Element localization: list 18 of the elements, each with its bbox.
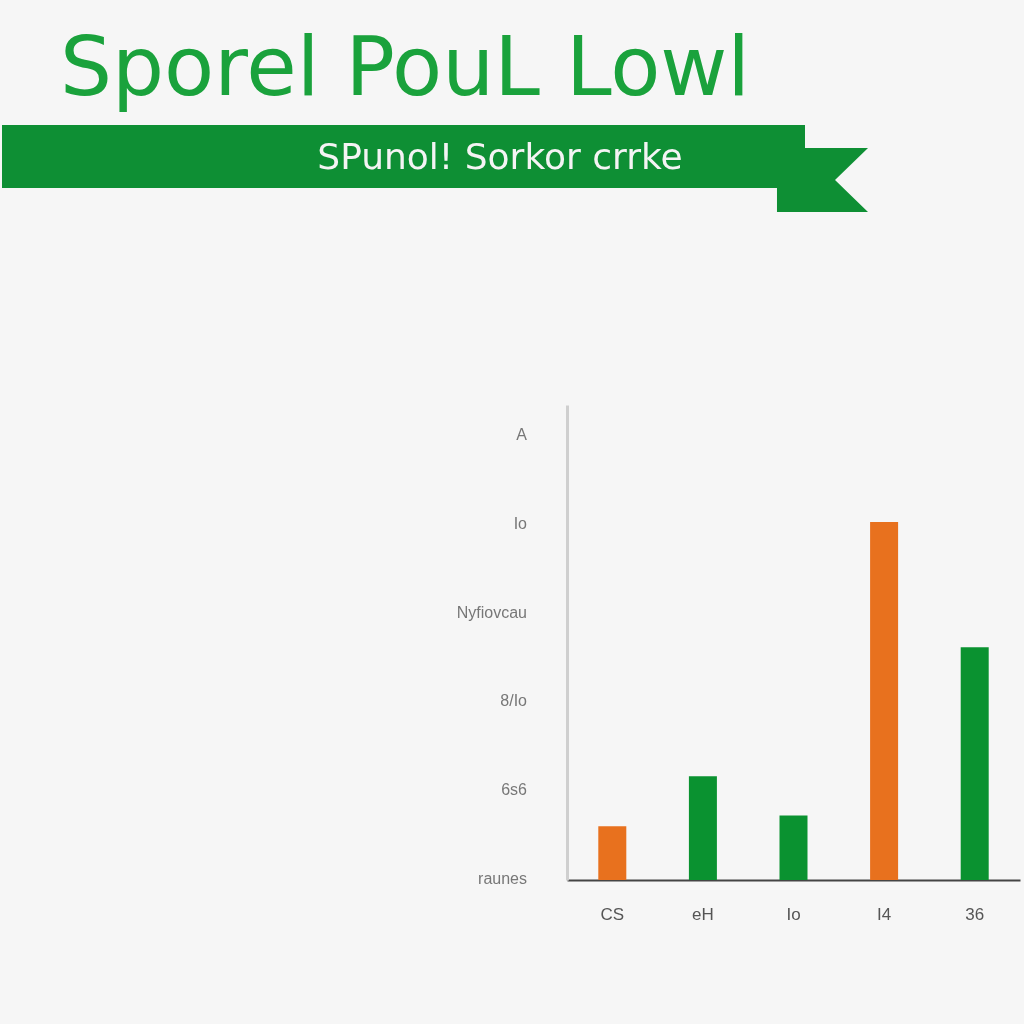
bar [688, 776, 717, 880]
text: 6s6 [501, 781, 528, 799]
chart-title: Sporel PouL Lowl [60, 19, 751, 114]
x-tick-label: I4 [877, 904, 892, 924]
bar [870, 522, 899, 880]
bar [779, 815, 808, 880]
x-tick-label: Io [786, 904, 801, 924]
text: A [516, 426, 528, 443]
text: Io [513, 514, 528, 532]
text: Nyfiovcau [456, 603, 527, 621]
text: raunes [478, 870, 527, 887]
chart-subtitle: SPunol! Sorkor crrke [317, 136, 683, 177]
text: 8/Io [500, 692, 528, 710]
bar [960, 647, 989, 880]
x-tick-label: 36 [965, 904, 985, 924]
bar [598, 826, 627, 880]
x-tick-label: eH [692, 904, 714, 924]
x-tick-label: CS [600, 904, 625, 924]
